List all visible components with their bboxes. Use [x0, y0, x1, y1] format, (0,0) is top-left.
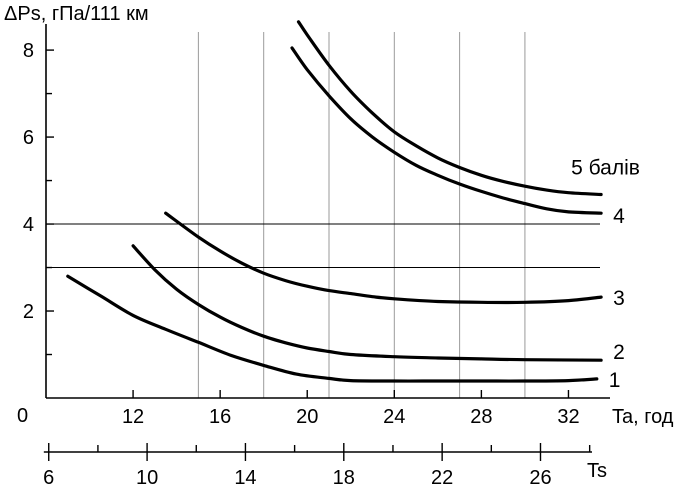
series-line-2 [131, 244, 603, 362]
series-line-5 [296, 20, 603, 197]
series-label-4: 4 [613, 205, 625, 228]
x2-tick-label: 26 [529, 467, 551, 489]
y-tick-label: 8 [23, 40, 34, 62]
x-tick-label: 28 [470, 406, 492, 428]
label-layer: ΔPs, гПа/111 км Ta, год Ts 0 [4, 3, 674, 482]
x2-tick-label: 10 [136, 467, 158, 489]
x-tick-label: 20 [296, 406, 318, 428]
series-layer: 1 2 3 4 5 балів [66, 20, 640, 392]
y-tick-label: 2 [23, 301, 34, 323]
x-tick-label: 12 [122, 406, 144, 428]
series-line-1 [66, 274, 599, 383]
series-label-5: 5 балів [571, 156, 640, 179]
x-axis-label: Ta, год [612, 406, 674, 428]
x-tick-label: 24 [383, 406, 405, 428]
x-tick-label: 16 [209, 406, 231, 428]
x2-axis-label: Ts [587, 460, 607, 482]
series-line-4 [290, 46, 603, 215]
y-tick-label: 6 [23, 127, 34, 149]
series-label-1: 1 [609, 369, 621, 392]
series-line-3 [164, 211, 603, 305]
x2-tick-label: 18 [333, 467, 355, 489]
x2-tick-label: 6 [43, 467, 54, 489]
x2-tick-label: 22 [431, 467, 453, 489]
y-tick-label: 4 [23, 214, 34, 236]
y-axis-label: ΔPs, гПа/111 км [4, 3, 149, 25]
x2-tick-label: 14 [234, 467, 256, 489]
series-label-3: 3 [613, 287, 625, 310]
x-tick-label: 32 [557, 406, 579, 428]
series-label-2: 2 [613, 341, 625, 364]
origin-label: 0 [17, 405, 28, 427]
